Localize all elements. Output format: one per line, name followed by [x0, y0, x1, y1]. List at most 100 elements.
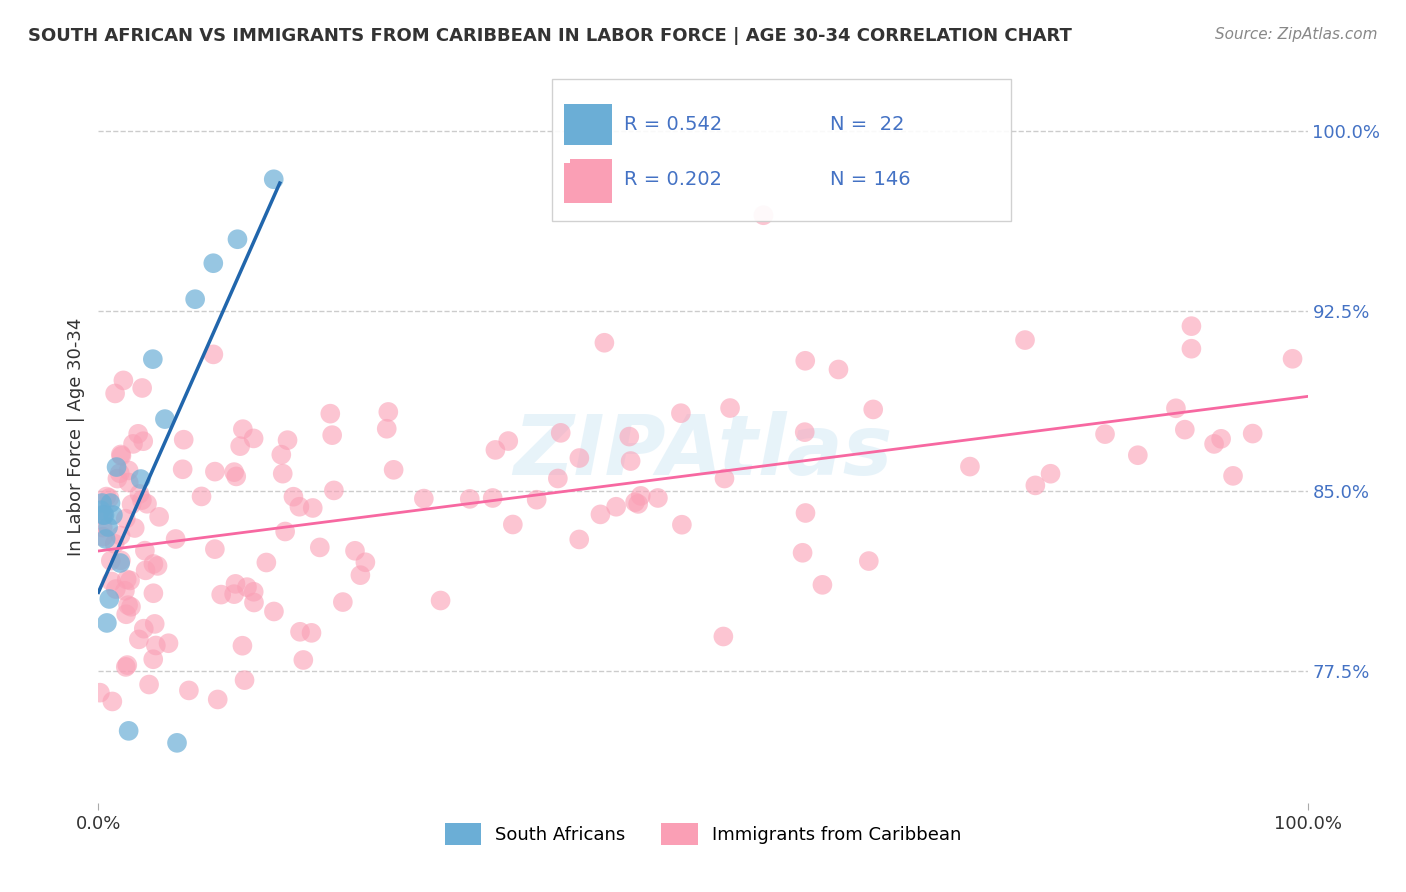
Text: ZIPAtlas: ZIPAtlas — [513, 411, 893, 492]
Point — [1094, 427, 1116, 442]
Point — [1164, 401, 1187, 416]
Point — [301, 625, 323, 640]
Point — [129, 472, 152, 486]
Point — [121, 497, 143, 511]
Point — [319, 407, 342, 421]
Point — [321, 428, 343, 442]
Point — [118, 723, 141, 738]
Point — [224, 587, 246, 601]
Point — [624, 495, 647, 509]
Point — [236, 580, 259, 594]
Point — [117, 463, 139, 477]
Point — [153, 412, 176, 426]
Point — [148, 509, 170, 524]
Point — [165, 532, 187, 546]
Point — [107, 472, 129, 486]
Point — [120, 574, 142, 588]
Point — [91, 496, 114, 510]
Text: Source: ZipAtlas.com: Source: ZipAtlas.com — [1215, 27, 1378, 42]
Point — [118, 475, 141, 490]
Point — [547, 471, 569, 485]
Point — [122, 437, 145, 451]
Point — [231, 639, 253, 653]
Point — [225, 469, 247, 483]
Point — [204, 465, 226, 479]
Point — [322, 483, 344, 498]
Point — [101, 508, 124, 522]
Point — [100, 574, 122, 589]
Point — [1039, 467, 1062, 481]
Point — [254, 556, 277, 570]
Point — [114, 660, 136, 674]
Point — [233, 673, 256, 687]
Point — [132, 434, 155, 449]
Text: N =  22: N = 22 — [830, 114, 904, 134]
Point — [142, 586, 165, 600]
Point — [115, 573, 138, 587]
Point — [589, 508, 612, 522]
Point — [110, 528, 132, 542]
Point — [131, 381, 153, 395]
Point — [229, 439, 252, 453]
Point — [114, 583, 136, 598]
Point — [110, 553, 132, 567]
Point — [115, 607, 138, 622]
Point — [226, 232, 249, 246]
Point — [172, 462, 194, 476]
Point — [502, 517, 524, 532]
Point — [91, 520, 114, 534]
Point — [605, 500, 627, 514]
Point — [184, 292, 207, 306]
Point — [270, 448, 292, 462]
Point — [131, 493, 153, 508]
Point — [1024, 478, 1046, 492]
Point — [568, 533, 591, 547]
Point — [669, 406, 692, 420]
Point — [277, 433, 299, 447]
Point — [202, 256, 225, 270]
Text: R = 0.202: R = 0.202 — [624, 170, 723, 189]
Point — [862, 402, 884, 417]
Point — [827, 362, 849, 376]
Point — [630, 489, 652, 503]
Point — [619, 429, 641, 443]
Point — [128, 487, 150, 501]
Point — [593, 335, 616, 350]
Point — [242, 584, 264, 599]
Point — [127, 426, 149, 441]
Point — [110, 448, 132, 462]
Point — [100, 554, 122, 568]
Point — [190, 490, 212, 504]
Point — [114, 511, 136, 525]
Point — [627, 497, 650, 511]
Point — [301, 500, 323, 515]
Point — [1222, 468, 1244, 483]
Point — [713, 471, 735, 485]
Point — [128, 632, 150, 647]
Point — [136, 497, 159, 511]
Point — [811, 578, 834, 592]
Point — [134, 543, 156, 558]
Point — [349, 568, 371, 582]
Point — [1202, 437, 1225, 451]
Point — [271, 467, 294, 481]
Point — [90, 503, 112, 517]
Point — [91, 530, 114, 544]
Point — [412, 491, 434, 506]
Point — [96, 615, 118, 630]
Y-axis label: In Labor Force | Age 30-34: In Labor Force | Age 30-34 — [66, 318, 84, 557]
Point — [794, 353, 817, 368]
Point — [224, 465, 246, 479]
Point — [104, 386, 127, 401]
Point — [94, 532, 117, 546]
Point — [117, 598, 139, 612]
Bar — [564, 163, 613, 203]
Text: R = 0.542: R = 0.542 — [624, 114, 723, 134]
Point — [104, 582, 127, 596]
Point — [671, 517, 693, 532]
Bar — [569, 159, 613, 195]
Point — [91, 508, 114, 522]
Point — [382, 463, 405, 477]
Point — [204, 542, 226, 557]
Text: SOUTH AFRICAN VS IMMIGRANTS FROM CARIBBEAN IN LABOR FORCE | AGE 30-34 CORRELATIO: SOUTH AFRICAN VS IMMIGRANTS FROM CARIBBE… — [28, 27, 1071, 45]
